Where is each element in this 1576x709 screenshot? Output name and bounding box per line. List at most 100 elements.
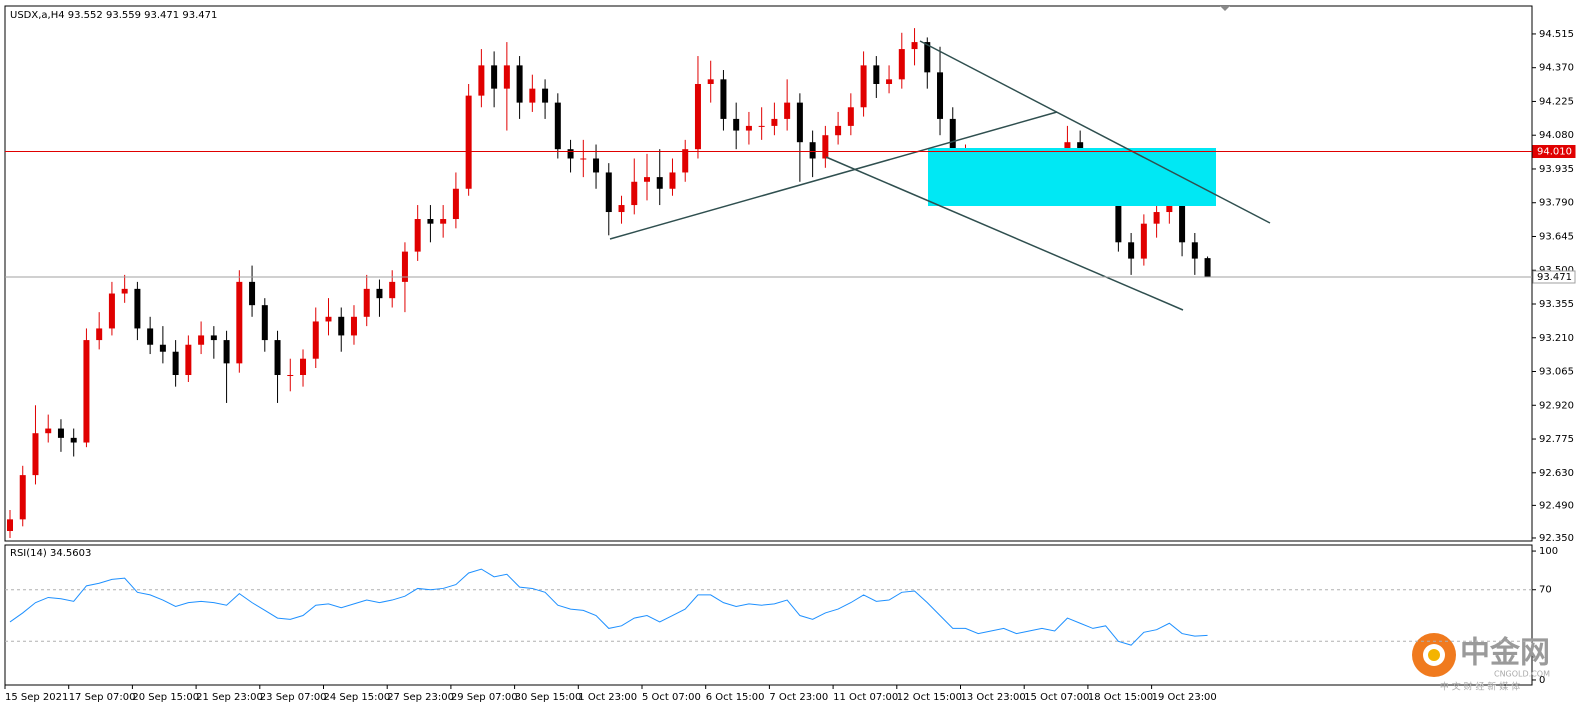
- x-tick-label: 29 Sep 07:00: [451, 692, 518, 703]
- main-panel: [4, 5, 1533, 542]
- slogan: 中 文 财 经 新 媒 体: [1440, 681, 1520, 693]
- x-tick-label: 21 Sep 23:00: [196, 692, 263, 703]
- candle-body: [261, 305, 268, 341]
- y-tick-label: 100: [1539, 546, 1558, 557]
- rsi-title: RSI(14): [10, 548, 47, 559]
- candle-body: [172, 351, 179, 376]
- x-tick-label: 15 Oct 07:00: [1024, 692, 1089, 703]
- level-label: 94.010: [1537, 147, 1572, 158]
- candle-body: [860, 65, 867, 108]
- candle-body: [1153, 212, 1160, 224]
- y-tick-label: 94.515: [1539, 29, 1574, 40]
- candle-body: [1128, 242, 1135, 259]
- candle-body: [19, 475, 26, 520]
- rsi-header: RSI(14) 34.5603: [10, 548, 91, 559]
- y-tick-label: 92.350: [1539, 533, 1574, 544]
- candle-body: [949, 118, 956, 159]
- y-tick-label: 92.490: [1539, 500, 1574, 511]
- x-tick-label: 23 Sep 07:00: [260, 692, 327, 703]
- open: 93.552: [68, 10, 103, 21]
- candle-body: [70, 437, 77, 443]
- rsi-panel: [4, 544, 1533, 686]
- y-tick-label: 93.935: [1539, 164, 1574, 175]
- candle-body: [108, 293, 115, 329]
- candle-body: [516, 65, 523, 103]
- candle-body: [924, 42, 931, 73]
- candle-body: [809, 142, 816, 159]
- x-tick-label: 13 Oct 23:00: [961, 692, 1026, 703]
- candle-body: [287, 375, 294, 377]
- candle-body: [210, 335, 217, 341]
- candle-body: [847, 107, 854, 126]
- candle-body: [542, 88, 549, 103]
- candle-body: [478, 65, 485, 96]
- x-tick-label: 27 Sep 23:00: [387, 692, 454, 703]
- y-tick-label: 93.065: [1539, 367, 1574, 378]
- candle-body: [57, 428, 64, 438]
- y-tick-label: 94.080: [1539, 130, 1574, 141]
- level-label-box: [1532, 145, 1576, 159]
- candle-body: [83, 340, 90, 443]
- x-tick-label: 17 Sep 07:00: [69, 692, 136, 703]
- candle-body: [491, 65, 498, 89]
- site: CNGOLD.COM: [1494, 670, 1550, 679]
- candle-body: [796, 102, 803, 143]
- candle-body: [707, 79, 714, 84]
- close: 93.471: [182, 10, 217, 21]
- candle-body: [401, 251, 408, 282]
- x-tick-label: 12 Oct 15:00: [897, 692, 962, 703]
- candle-body: [822, 135, 829, 159]
- y-tick-label: 92.775: [1539, 434, 1574, 445]
- candle-body: [1204, 258, 1211, 277]
- candle-body: [32, 433, 39, 476]
- y-tick-label: 93.645: [1539, 231, 1574, 242]
- candle-body: [134, 288, 141, 329]
- candle-body: [198, 335, 205, 345]
- candle-body: [937, 72, 944, 119]
- x-tick-label: 11 Oct 07:00: [833, 692, 898, 703]
- candle-body: [389, 281, 396, 299]
- y-tick-label: 93.210: [1539, 333, 1574, 344]
- x-tick-label: 19 Oct 23:00: [1152, 692, 1217, 703]
- x-tick-label: 30 Sep 15:00: [515, 692, 582, 703]
- candle-body: [580, 158, 587, 160]
- candle-body: [414, 219, 421, 252]
- candle-body: [669, 172, 676, 189]
- rsi-value: 34.5603: [50, 548, 91, 559]
- candle-body: [644, 177, 650, 182]
- candle-body: [593, 158, 600, 173]
- candle-body: [720, 79, 727, 119]
- candle-body: [784, 102, 791, 119]
- candle-body: [96, 328, 103, 341]
- candle-body: [682, 149, 689, 173]
- candle-body: [147, 328, 154, 345]
- candle-body: [427, 219, 434, 224]
- candle-body: [911, 42, 918, 50]
- low: 93.471: [144, 10, 179, 21]
- high: 93.559: [106, 10, 141, 21]
- candle-body: [363, 288, 370, 317]
- candle-body: [1140, 223, 1147, 259]
- x-tick-label: 18 Oct 15:00: [1088, 692, 1153, 703]
- x-tick-label: 6 Oct 15:00: [706, 692, 765, 703]
- candle-body: [440, 219, 447, 224]
- candle-body: [350, 316, 357, 336]
- x-tick-label: 15 Sep 2021: [5, 692, 68, 703]
- candle-body: [45, 428, 52, 434]
- candle-body: [300, 358, 307, 376]
- candle-body: [745, 125, 752, 131]
- zone-rectangle: [928, 148, 1216, 206]
- candle-body: [338, 316, 345, 336]
- candle-body: [567, 149, 574, 159]
- y-tick-label: 92.920: [1539, 400, 1574, 411]
- candle-body: [312, 321, 319, 359]
- candle-body: [886, 79, 893, 84]
- trend-line: [919, 40, 1271, 224]
- candle-body: [1179, 195, 1186, 243]
- trend-line: [609, 111, 1058, 240]
- candle-body: [503, 65, 510, 89]
- candle-body: [835, 125, 842, 136]
- candle-body: [465, 95, 472, 189]
- candle-body: [873, 65, 880, 84]
